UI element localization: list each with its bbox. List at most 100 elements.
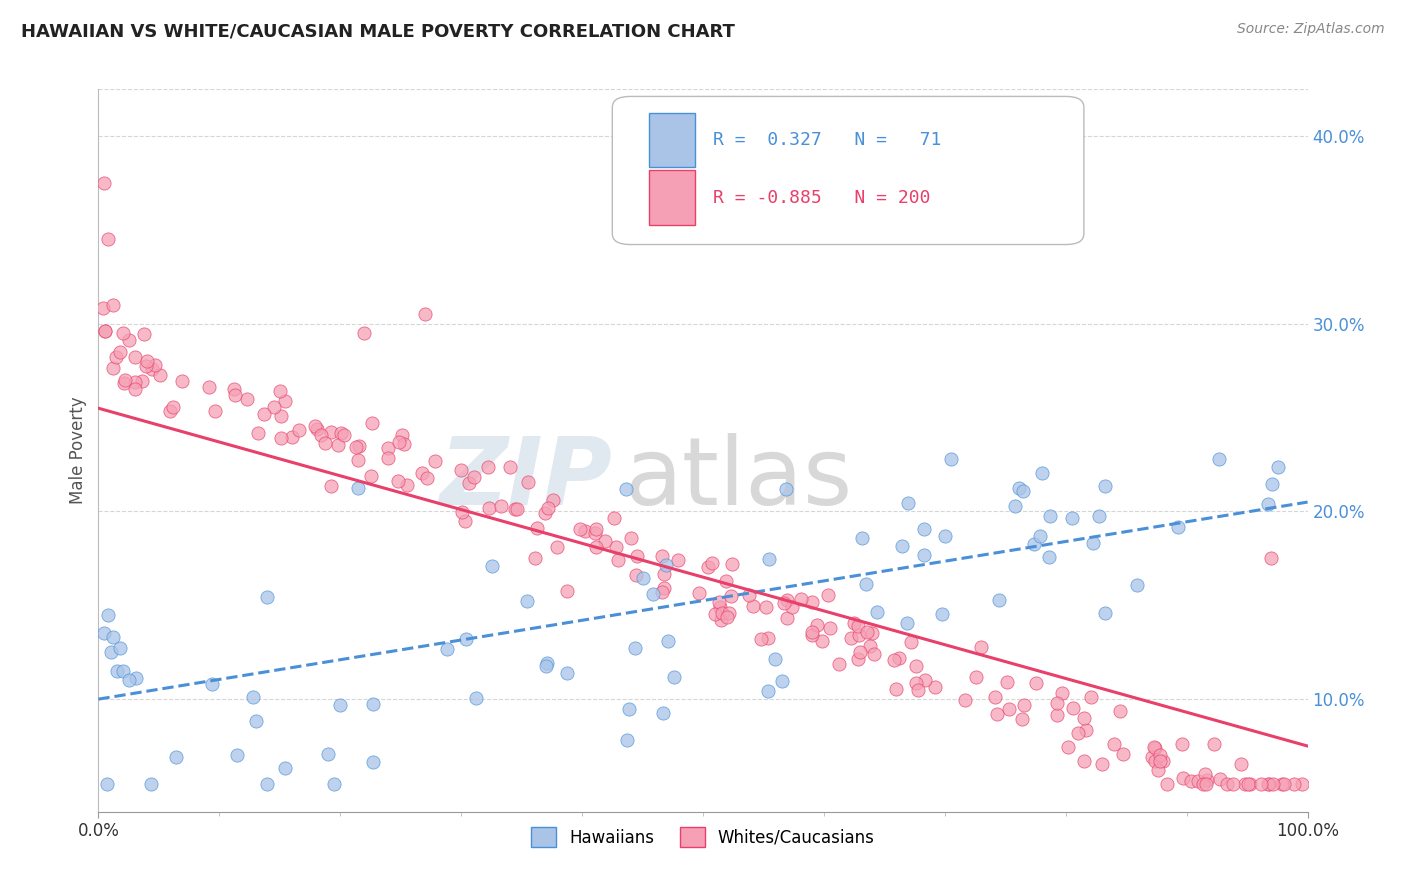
Point bbox=[436, 641, 458, 656]
Point bbox=[800, 595, 823, 609]
Point bbox=[224, 382, 246, 396]
Point bbox=[135, 359, 157, 374]
Point bbox=[555, 665, 578, 680]
Point bbox=[806, 618, 828, 632]
Point bbox=[281, 430, 304, 444]
Point bbox=[789, 591, 811, 606]
Point bbox=[1209, 772, 1232, 786]
Point bbox=[1038, 549, 1060, 564]
Point bbox=[710, 613, 733, 627]
Point bbox=[1012, 484, 1035, 499]
Point bbox=[97, 232, 120, 246]
Point bbox=[94, 324, 117, 338]
Point bbox=[361, 755, 384, 769]
Point bbox=[124, 351, 146, 365]
Point bbox=[1125, 577, 1147, 591]
Point bbox=[413, 307, 436, 321]
Point bbox=[388, 434, 411, 449]
Text: R = -0.885   N = 200: R = -0.885 N = 200 bbox=[713, 188, 931, 207]
Point bbox=[450, 463, 472, 477]
Point bbox=[900, 634, 922, 648]
Point bbox=[585, 522, 607, 536]
Point bbox=[224, 387, 246, 401]
Point bbox=[776, 592, 799, 607]
Point bbox=[1291, 776, 1313, 790]
Point bbox=[607, 553, 630, 567]
Point bbox=[1039, 508, 1062, 523]
Point bbox=[569, 522, 592, 536]
Point bbox=[304, 419, 326, 434]
Point bbox=[1031, 467, 1053, 481]
FancyBboxPatch shape bbox=[648, 112, 695, 167]
Point bbox=[1012, 698, 1035, 713]
Point bbox=[131, 374, 153, 388]
Point bbox=[817, 588, 839, 602]
Point bbox=[931, 607, 953, 622]
Point bbox=[593, 534, 616, 549]
Point bbox=[1208, 451, 1230, 466]
Point bbox=[1267, 459, 1289, 474]
Point bbox=[1008, 482, 1031, 496]
Point bbox=[165, 750, 187, 764]
Point bbox=[246, 425, 269, 440]
Point bbox=[1263, 776, 1285, 790]
Point bbox=[1194, 776, 1216, 790]
Point bbox=[141, 776, 163, 790]
Point bbox=[198, 380, 221, 394]
Point bbox=[934, 528, 956, 542]
Point bbox=[316, 747, 339, 762]
Point bbox=[770, 674, 793, 689]
Point bbox=[851, 531, 873, 545]
Point bbox=[319, 425, 342, 440]
Point bbox=[651, 549, 673, 563]
Point bbox=[524, 551, 547, 566]
Point bbox=[93, 176, 115, 190]
Point bbox=[114, 373, 136, 387]
Point bbox=[714, 574, 737, 588]
Point bbox=[392, 437, 415, 451]
Point bbox=[411, 467, 433, 481]
Point bbox=[905, 676, 928, 690]
Point bbox=[143, 358, 166, 372]
Point bbox=[585, 540, 607, 554]
Point bbox=[891, 540, 914, 554]
Point bbox=[111, 664, 134, 678]
Point bbox=[1060, 511, 1083, 525]
Point bbox=[347, 453, 370, 467]
Point bbox=[481, 559, 503, 574]
Point bbox=[855, 577, 877, 591]
Point bbox=[236, 392, 259, 406]
Point bbox=[716, 609, 738, 624]
Point bbox=[1237, 776, 1260, 790]
FancyBboxPatch shape bbox=[613, 96, 1084, 244]
Point bbox=[1191, 776, 1213, 790]
Point bbox=[1025, 675, 1047, 690]
Point bbox=[1222, 776, 1244, 790]
Point bbox=[162, 401, 184, 415]
Point bbox=[314, 436, 336, 450]
Point bbox=[688, 585, 710, 599]
Point bbox=[749, 632, 772, 646]
Point bbox=[855, 624, 877, 639]
Point bbox=[905, 658, 928, 673]
Point bbox=[333, 428, 356, 442]
Point bbox=[662, 670, 685, 684]
Point bbox=[253, 407, 276, 421]
Point bbox=[756, 632, 779, 646]
Point bbox=[1197, 772, 1219, 787]
Point bbox=[1011, 712, 1033, 726]
Point bbox=[924, 680, 946, 694]
Point bbox=[605, 540, 627, 554]
Point bbox=[914, 673, 936, 688]
Point bbox=[93, 626, 115, 640]
Point bbox=[1149, 754, 1171, 768]
Point bbox=[112, 376, 135, 390]
Point bbox=[118, 673, 141, 688]
Point bbox=[135, 354, 157, 368]
Point bbox=[810, 634, 832, 648]
Text: atlas: atlas bbox=[624, 434, 852, 525]
Point bbox=[907, 683, 929, 698]
Point bbox=[1112, 747, 1135, 762]
Point bbox=[101, 360, 124, 375]
Point bbox=[225, 747, 247, 762]
